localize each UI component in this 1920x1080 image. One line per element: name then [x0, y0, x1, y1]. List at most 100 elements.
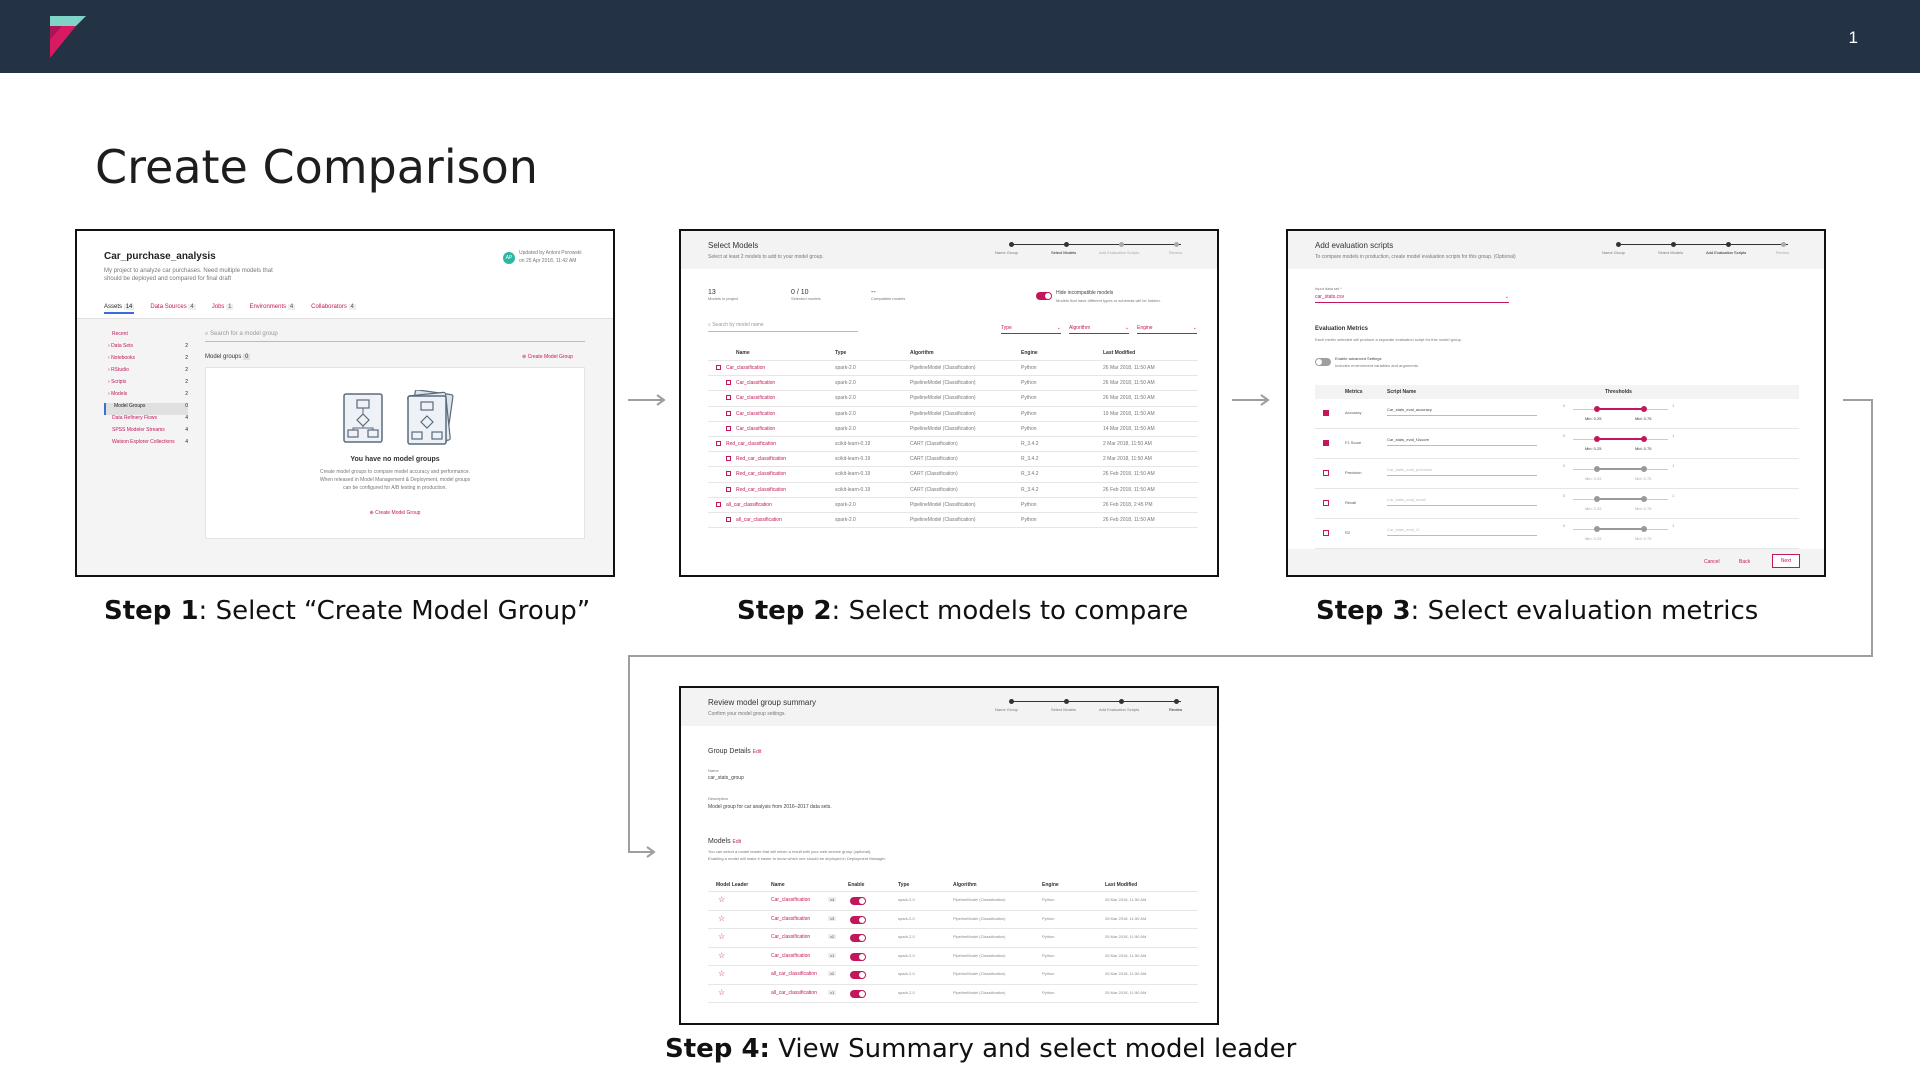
row-checkbox[interactable] — [726, 410, 731, 416]
back-button[interactable]: Back — [1739, 559, 1751, 565]
table-row[interactable]: Car_classification spark-2.0 PipelineModel… — [708, 422, 1198, 437]
model-name-link[interactable]: Red_car_classification — [736, 471, 787, 478]
star-icon[interactable]: ☆ — [718, 932, 726, 941]
script-name-input[interactable]: Car_stats_eval_recall — [1387, 497, 1537, 506]
metric-checkbox[interactable] — [1323, 440, 1329, 446]
slider-mid-handle[interactable] — [1641, 466, 1647, 472]
slider-mid-handle[interactable] — [1641, 526, 1647, 532]
table-row[interactable]: all_car_classification spark-2.0 PipelineM… — [708, 498, 1198, 513]
model-name-link[interactable]: Red_car_classification — [736, 456, 787, 463]
row-checkbox[interactable] — [726, 471, 731, 477]
model-name-link[interactable]: Car_classification — [736, 425, 776, 432]
slider-min-handle[interactable] — [1594, 496, 1600, 502]
table-row[interactable]: Red_car_classification scikit-learn-0.19 C… — [708, 452, 1198, 468]
star-icon[interactable]: ☆ — [718, 913, 726, 923]
star-icon[interactable]: ☆ — [718, 895, 726, 904]
next-button[interactable]: Next — [1772, 554, 1800, 568]
slider-mid-handle[interactable] — [1641, 496, 1647, 502]
script-name-input[interactable]: Car_stats_eval_precision — [1387, 467, 1537, 476]
table-row[interactable]: Car_classification spark-2.0 PipelineModel… — [708, 407, 1198, 422]
tab-jobs[interactable]: Jobs 1 — [211, 304, 234, 310]
input-dataset-select[interactable]: car_stats.csv ⌄ — [1315, 294, 1509, 303]
table-row[interactable]: Car_classification spark-2.0 PipelineModel… — [708, 391, 1198, 407]
hide-incompatible-toggle[interactable] — [1036, 292, 1052, 300]
enable-toggle[interactable] — [850, 952, 866, 961]
table-row[interactable]: Car_classification spark-2.0 PipelineModel… — [708, 361, 1198, 377]
filter-engine-dropdown[interactable]: Engine ⌄ — [1137, 325, 1197, 334]
enable-toggle[interactable] — [850, 934, 866, 942]
row-checkbox[interactable] — [726, 456, 731, 462]
enable-toggle[interactable] — [850, 915, 866, 924]
model-name-link[interactable]: all_car_classification — [771, 989, 817, 996]
model-name-link[interactable]: Car_classification — [771, 915, 811, 922]
table-row[interactable]: all_car_classification spark-2.0 PipelineM… — [708, 513, 1198, 529]
create-model-group-link[interactable]: ⊕ Create Model Group — [522, 354, 573, 360]
script-name-input[interactable]: Car_stats_eval_r2 — [1387, 527, 1537, 536]
script-name-input[interactable]: Car_stats_eval_f1score — [1387, 437, 1537, 446]
sidebar-item-scripts[interactable]: › Scripts 2 — [108, 379, 188, 385]
row-checkbox[interactable] — [716, 365, 721, 370]
row-checkbox[interactable] — [726, 516, 731, 522]
table-row[interactable]: Car_classification spark-2.0 PipelineModel… — [708, 376, 1198, 392]
sidebar-item-data-sets[interactable]: › Data Sets 2 — [108, 343, 188, 349]
filter-algorithm-dropdown[interactable]: Algorithm ⌄ — [1069, 325, 1129, 334]
model-search-input[interactable]: ⌕ Search by model name — [708, 322, 858, 332]
model-group-search[interactable]: ⌕ Search for a model group — [205, 331, 585, 342]
model-name-link[interactable]: Car_classification — [771, 934, 811, 940]
model-name-link[interactable]: Red_car_classification — [736, 486, 787, 493]
model-name-link[interactable]: Car_classification — [771, 952, 811, 959]
sidebar-item-watson-explorer[interactable]: Watson Explorer Collections 4 — [112, 439, 188, 445]
advanced-settings-toggle[interactable] — [1315, 358, 1331, 366]
metric-checkbox[interactable] — [1323, 410, 1329, 416]
row-checkbox[interactable] — [726, 395, 731, 401]
sidebar-item-data-refinery-flows[interactable]: Data Refinery Flows 4 — [112, 415, 188, 421]
model-name-link[interactable]: Car_classification — [736, 395, 776, 402]
slider-min-handle[interactable] — [1594, 406, 1600, 412]
table-row[interactable]: Red_car_classification scikit-learn-0.19 C… — [708, 437, 1198, 453]
enable-toggle[interactable] — [850, 897, 866, 905]
sidebar-item-spss-modeler-streams[interactable]: SPSS Modeler Streams 4 — [112, 427, 188, 433]
edit-group-details-link[interactable]: Edit — [752, 749, 762, 755]
metric-checkbox[interactable] — [1323, 500, 1329, 506]
sidebar-item-notebooks[interactable]: › Notebooks 2 — [108, 355, 188, 361]
star-icon[interactable]: ☆ — [718, 987, 726, 997]
row-checkbox[interactable] — [716, 440, 721, 446]
empty-state-create-button[interactable]: ⊕ Create Model Group — [369, 510, 421, 516]
model-name-link[interactable]: Car_classification — [771, 897, 811, 903]
model-name-link[interactable]: Car_classification — [736, 410, 776, 417]
model-name-link[interactable]: Car_classification — [726, 365, 766, 371]
metric-checkbox[interactable] — [1323, 530, 1329, 536]
slider-mid-handle[interactable] — [1641, 436, 1647, 442]
table-row[interactable]: Red_car_classification scikit-learn-0.19 C… — [708, 483, 1198, 498]
slider-min-handle[interactable] — [1594, 466, 1600, 472]
slider-mid-handle[interactable] — [1641, 406, 1647, 412]
table-row[interactable]: Red_car_classification scikit-learn-0.19 C… — [708, 467, 1198, 483]
model-name-link[interactable]: all_car_classification — [771, 971, 817, 977]
sidebar-item-models[interactable]: › Models 2 — [108, 391, 188, 397]
slider-min-handle[interactable] — [1594, 436, 1600, 442]
model-name-link[interactable]: Car_classification — [736, 380, 776, 387]
enable-toggle[interactable] — [850, 971, 866, 979]
row-checkbox[interactable] — [726, 380, 731, 386]
row-checkbox[interactable] — [716, 501, 721, 507]
enable-toggle[interactable] — [850, 989, 866, 998]
tab-environments[interactable]: Environments 4 — [249, 304, 296, 310]
tab-assets[interactable]: Assets 14 — [104, 304, 135, 314]
cancel-button[interactable]: Cancel — [1704, 559, 1720, 565]
filter-type-dropdown[interactable]: Type ⌄ — [1001, 325, 1061, 334]
model-name-link[interactable]: all_car_classification — [726, 501, 772, 508]
sidebar-item-model-groups[interactable]: Model Groups 0 — [104, 403, 188, 415]
star-icon[interactable]: ☆ — [718, 950, 726, 960]
tab-collaborators[interactable]: Collaborators 4 — [311, 304, 356, 310]
metric-checkbox[interactable] — [1323, 470, 1329, 476]
star-icon[interactable]: ☆ — [718, 969, 726, 978]
tab-data-sources[interactable]: Data Sources 4 — [150, 304, 196, 310]
sidebar-item-rstudio[interactable]: › RStudio 2 — [108, 367, 188, 373]
sidebar-item-recent[interactable]: Recent — [112, 331, 128, 337]
script-name-input[interactable]: Car_stats_eval_accuracy — [1387, 407, 1537, 416]
edit-models-link[interactable]: Edit — [732, 839, 742, 845]
row-checkbox[interactable] — [726, 486, 731, 492]
model-name-link[interactable]: all_car_classification — [736, 516, 782, 523]
slider-min-handle[interactable] — [1594, 526, 1600, 532]
model-name-link[interactable]: Red_car_classification — [726, 440, 777, 447]
